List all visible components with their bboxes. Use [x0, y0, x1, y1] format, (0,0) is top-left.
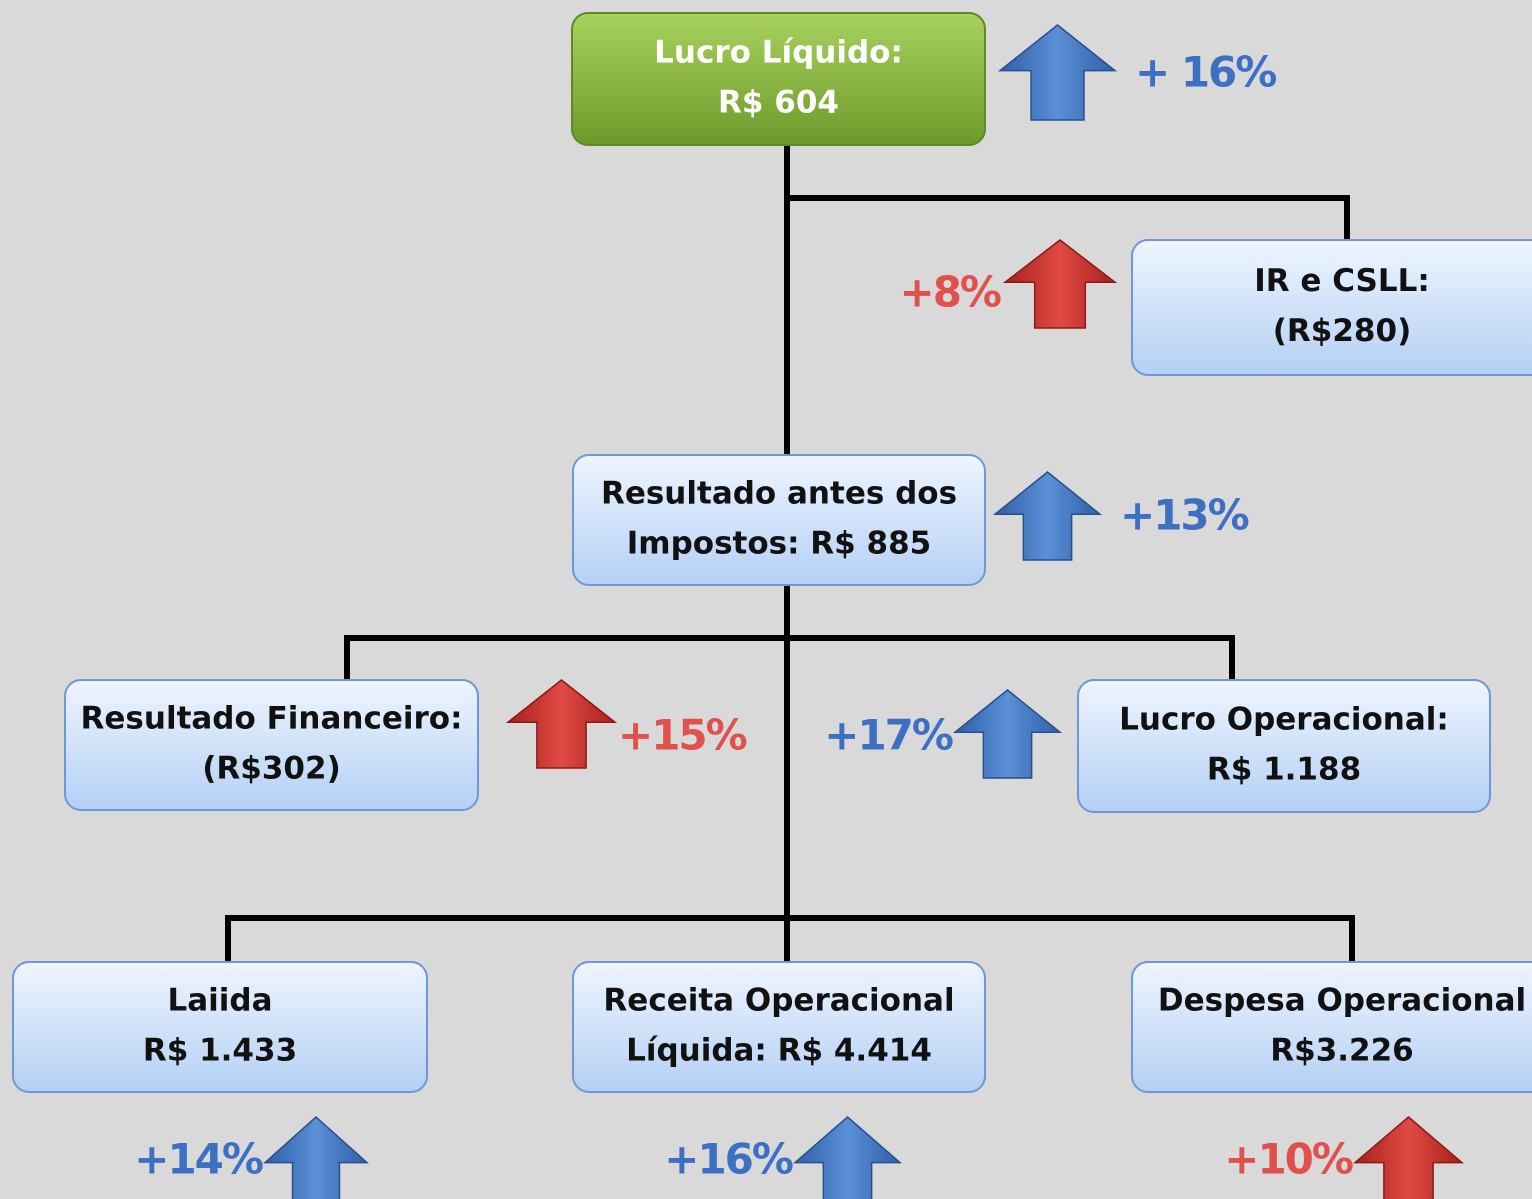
connector [344, 635, 1235, 680]
node-box [64, 679, 479, 811]
change-label: +16% [664, 1135, 793, 1184]
node-label: IR e CSLL: [1254, 263, 1430, 299]
change-arrow [792, 1116, 903, 1199]
node-label: Impostos: R$ 885 [627, 526, 931, 562]
node-box [1131, 961, 1532, 1093]
connector [225, 915, 1355, 962]
node-label: Resultado antes dos [601, 476, 957, 512]
node-box [571, 12, 986, 146]
node-box [1131, 239, 1532, 376]
change-label: +8% [900, 268, 1001, 317]
change-label: +10% [1224, 1135, 1353, 1184]
node-label: Lucro Operacional: [1119, 702, 1449, 738]
change-arrow [505, 679, 618, 769]
change-label: + 16% [1135, 48, 1276, 97]
node-box [572, 961, 986, 1093]
change-arrow [1352, 1116, 1465, 1199]
node-label: Lucro Líquido: [654, 35, 903, 71]
change-label: +15% [618, 711, 747, 760]
node-label: Laiida [167, 983, 272, 1019]
node-box [1077, 679, 1491, 813]
change-arrow [952, 689, 1063, 779]
node-box [572, 454, 986, 586]
node-label: Líquida: R$ 4.414 [626, 1033, 932, 1069]
node-label: R$ 604 [718, 85, 839, 121]
change-arrow [992, 471, 1103, 561]
node-label: R$3.226 [1270, 1033, 1414, 1069]
change-arrow [1002, 239, 1118, 329]
change-label: +13% [1120, 491, 1249, 540]
node-label: Despesa Operacional [1158, 983, 1526, 1019]
connector [787, 195, 1350, 240]
node-label: R$ 1.433 [143, 1033, 297, 1069]
node-label: Receita Operacional [603, 983, 954, 1019]
change-label: +17% [824, 711, 953, 760]
node-label: R$ 1.188 [1207, 752, 1361, 788]
node-box [12, 961, 428, 1093]
change-label: +14% [134, 1135, 263, 1184]
node-label: (R$280) [1273, 313, 1412, 349]
node-label: Resultado Financeiro: [81, 701, 463, 737]
node-label: (R$302) [202, 751, 341, 787]
change-arrow [997, 24, 1118, 121]
change-arrow [263, 1115, 369, 1199]
